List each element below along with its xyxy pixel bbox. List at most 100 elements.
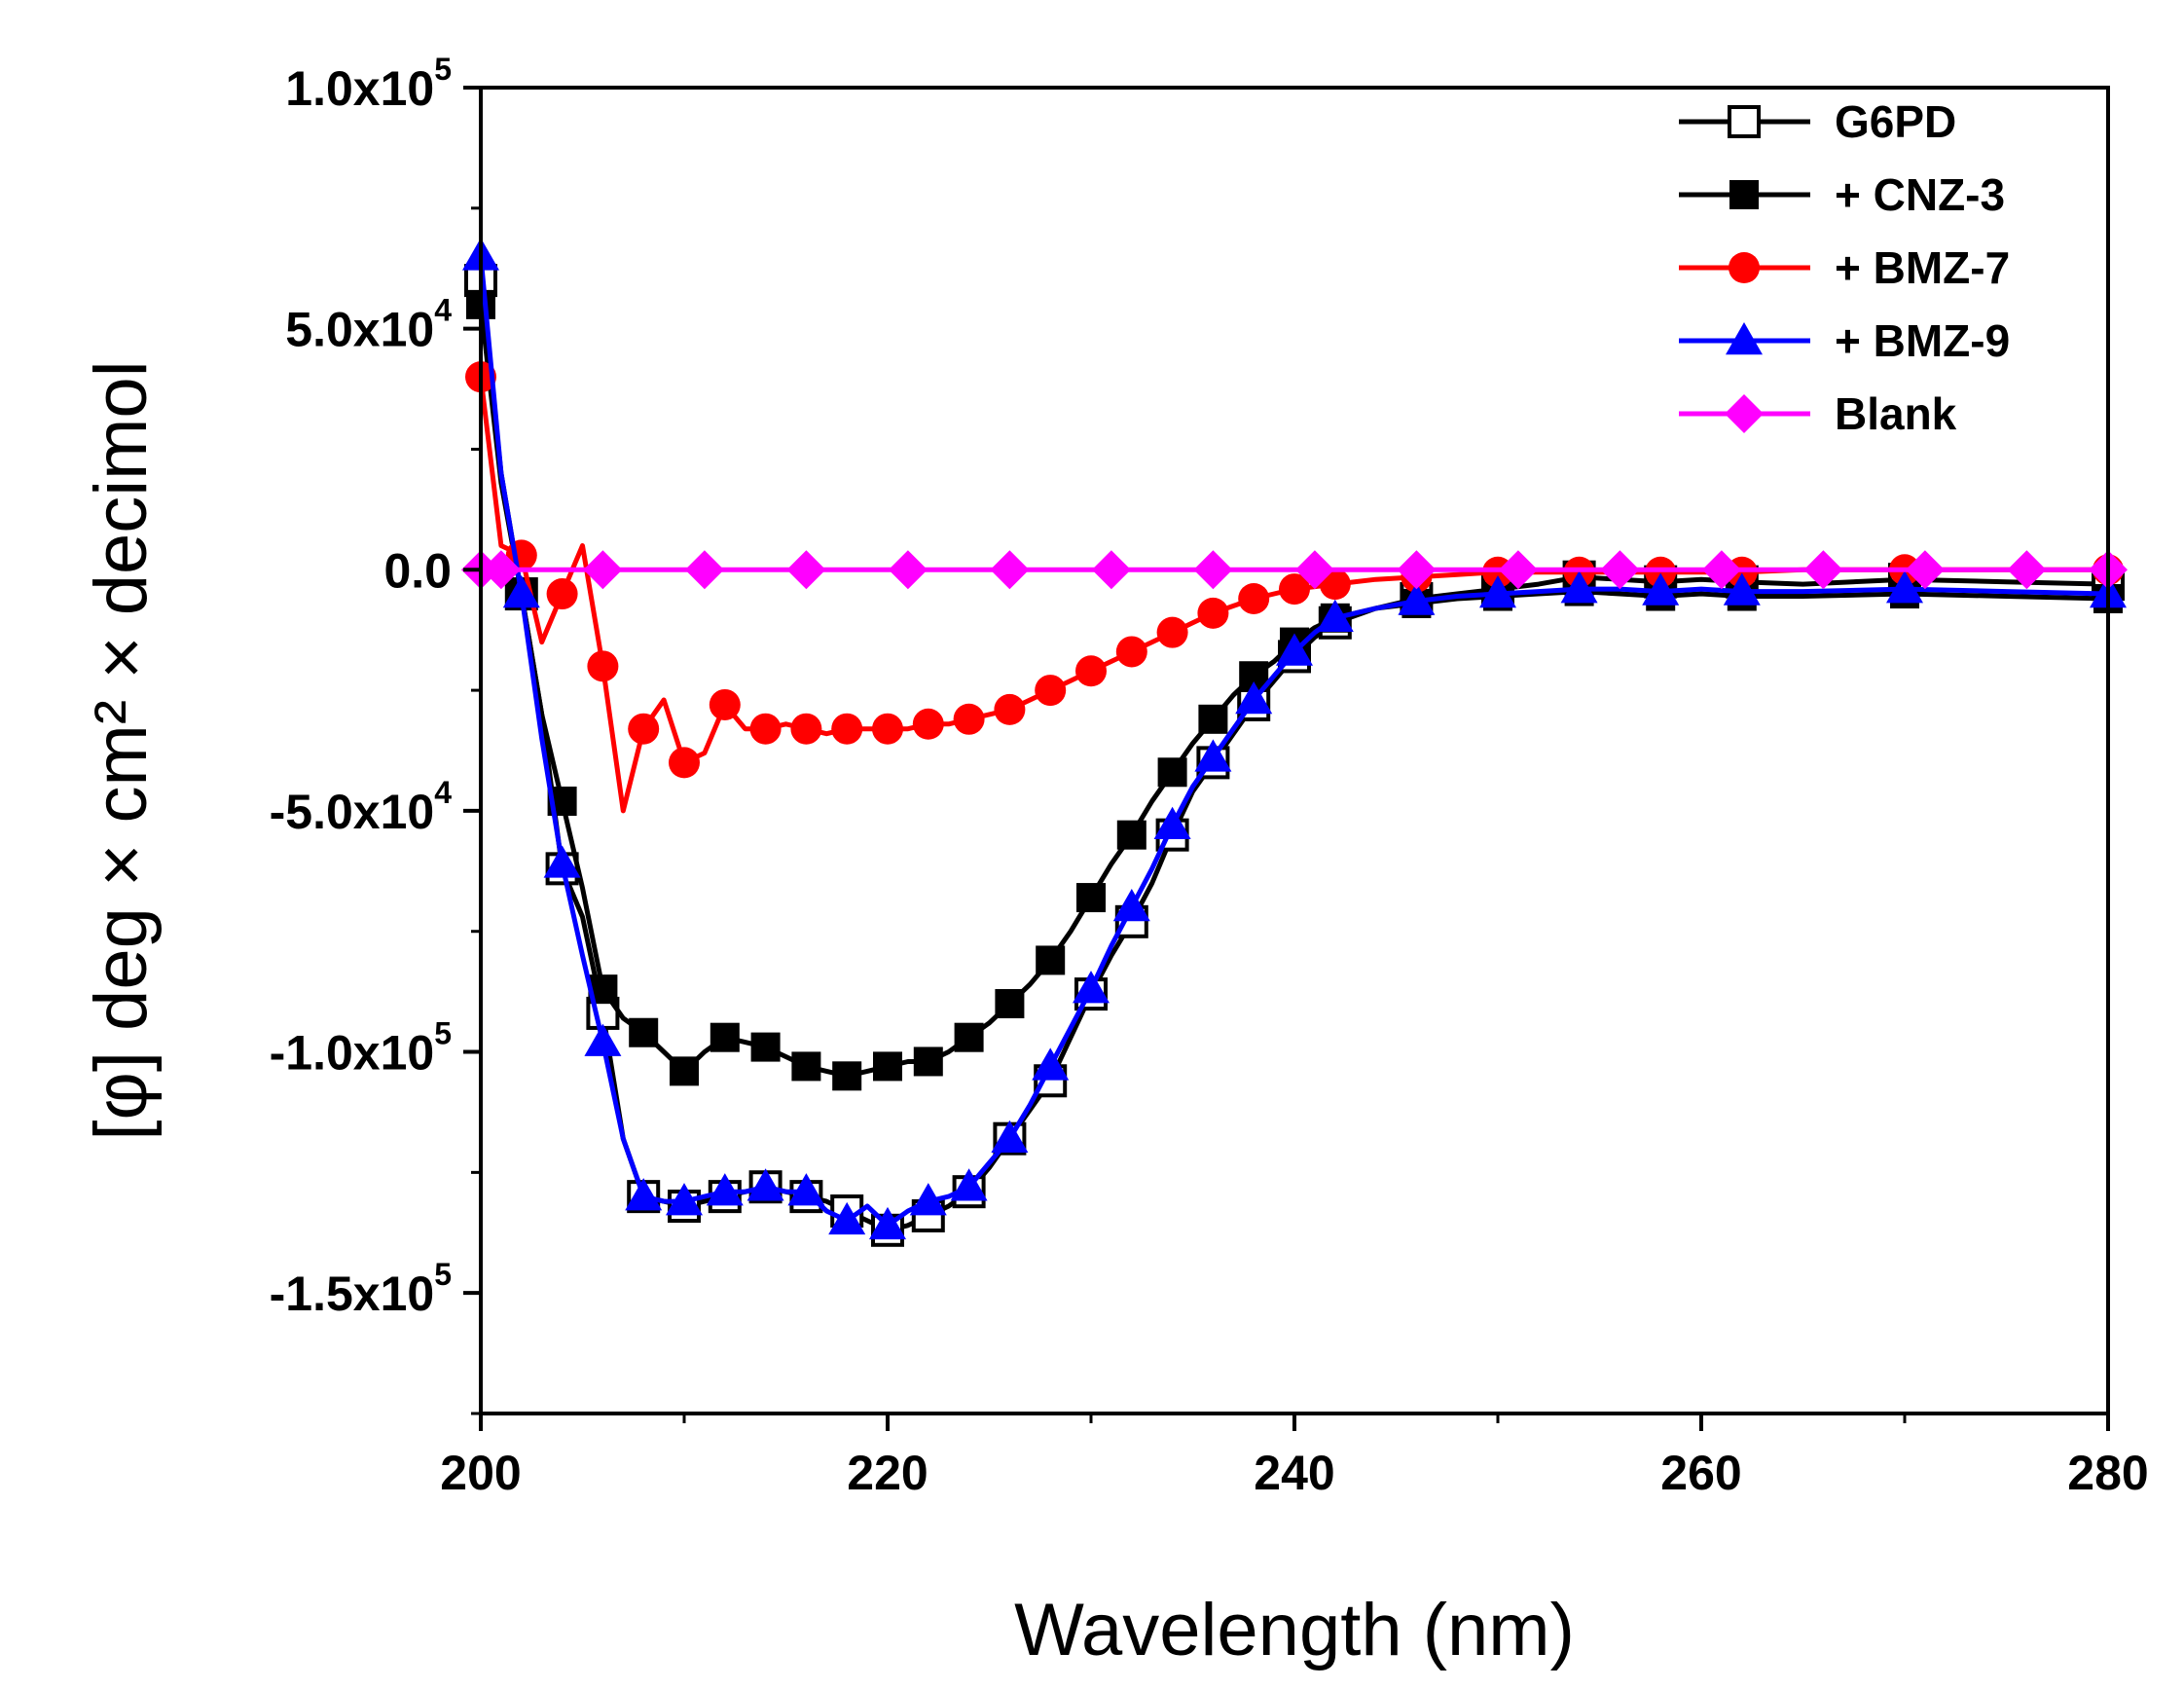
data-point: [912, 708, 944, 740]
data-point: [1153, 806, 1191, 840]
data-point: [684, 550, 724, 590]
x-tick-label: 280: [2067, 1446, 2148, 1500]
data-point: [1235, 680, 1273, 715]
x-tick-label: 200: [440, 1446, 521, 1500]
legend-marker: [1729, 180, 1759, 209]
data-point: [1279, 573, 1310, 606]
series-4: [461, 550, 2128, 590]
x-tick-label: 260: [1660, 1446, 1741, 1500]
data-point: [1073, 971, 1110, 1004]
legend-marker: [1728, 105, 1761, 138]
data-point: [502, 575, 540, 608]
y-axis-ticks: 1.0x105 5.0x104 0.0 -5.0x104 -1.0x105 -1.5x10…: [270, 52, 481, 1415]
data-point: [791, 1051, 821, 1082]
data-point: [628, 713, 660, 745]
data-point: [1905, 550, 1945, 590]
data-point: [1156, 616, 1188, 648]
data-point: [832, 1061, 862, 1091]
legend-item: G6PD: [1679, 96, 1956, 147]
data-point: [1701, 550, 1741, 590]
data-point: [994, 693, 1026, 725]
data-point: [706, 1173, 744, 1206]
legend-item: Blank: [1679, 388, 1957, 439]
data-point: [710, 1022, 740, 1052]
data-point: [888, 550, 928, 590]
data-point: [990, 550, 1030, 590]
y-tick-label: -1.0x105: [270, 1016, 452, 1081]
data-point: [1091, 550, 1131, 590]
legend-item: + BMZ-9: [1679, 315, 2010, 366]
plot-series: [461, 238, 2128, 1247]
data-point: [786, 550, 826, 590]
data-point: [872, 713, 903, 745]
data-point: [873, 1051, 902, 1082]
data-point: [954, 1022, 984, 1052]
data-point: [1197, 597, 1229, 629]
legend-marker: [1729, 252, 1760, 283]
data-point: [1600, 550, 1640, 590]
data-point: [546, 578, 578, 610]
x-axis-ticks: 200 220 240 260 280: [440, 1414, 2149, 1500]
y-tick-label: 5.0x104: [285, 293, 452, 357]
y-tick-label: -1.5x105: [270, 1257, 452, 1321]
data-point: [1112, 888, 1150, 922]
legend-item: + CNZ-3: [1679, 169, 2005, 220]
data-point: [787, 1173, 825, 1206]
data-point: [1642, 572, 1680, 606]
legend-label: G6PD: [1835, 96, 1956, 147]
x-tick-label: 220: [847, 1446, 928, 1500]
data-point: [995, 989, 1025, 1019]
data-point: [1498, 550, 1538, 590]
data-point: [1560, 570, 1598, 604]
data-point: [1316, 599, 1354, 633]
legend: G6PD + CNZ-3 + BMZ-7 + BMZ-9 Blank: [1679, 96, 2010, 439]
legend-label: + BMZ-9: [1835, 315, 2010, 366]
data-point: [1075, 655, 1107, 687]
data-point: [1036, 945, 1066, 975]
data-point: [1238, 582, 1270, 614]
data-point: [1198, 704, 1228, 734]
data-point: [670, 1056, 699, 1086]
data-point: [1035, 675, 1067, 707]
legend-label: + CNZ-3: [1835, 169, 2005, 220]
y-tick-label: -5.0x104: [270, 775, 453, 839]
data-point: [1032, 1047, 1070, 1081]
y-axis-title: [φ] deg × cm² × decimol: [80, 360, 163, 1140]
data-point: [1294, 550, 1334, 590]
x-tick-label: 240: [1254, 1446, 1334, 1500]
data-point: [991, 1120, 1029, 1153]
data-point: [629, 1017, 659, 1047]
data-point: [869, 1206, 906, 1240]
data-point: [1886, 570, 1923, 604]
data-point: [746, 1168, 784, 1201]
data-point: [666, 1183, 703, 1216]
data-point: [625, 1178, 663, 1211]
data-point: [709, 688, 741, 720]
data-point: [1076, 883, 1106, 913]
data-point: [587, 650, 619, 682]
data-point: [913, 1046, 943, 1077]
y-tick-label: 0.0: [383, 543, 452, 598]
data-point: [1276, 633, 1313, 666]
data-point: [750, 1032, 781, 1062]
y-tick-label: 1.0x105: [285, 52, 452, 116]
data-point: [1723, 572, 1761, 606]
data-point: [909, 1183, 947, 1216]
data-point: [831, 713, 863, 745]
data-point: [1157, 757, 1187, 788]
legend-marker: [1726, 322, 1763, 355]
data-point: [749, 713, 782, 745]
data-point: [950, 1168, 988, 1201]
data-point: [584, 1023, 622, 1056]
legend-marker: [1725, 394, 1764, 433]
data-point: [828, 1201, 866, 1235]
data-point: [953, 703, 985, 735]
data-point: [790, 713, 822, 745]
data-point: [481, 550, 521, 590]
data-point: [543, 845, 581, 878]
data-point: [1479, 575, 1516, 608]
data-point: [1115, 636, 1147, 668]
legend-label: + BMZ-7: [1835, 242, 2010, 293]
legend-label: Blank: [1835, 388, 1957, 439]
